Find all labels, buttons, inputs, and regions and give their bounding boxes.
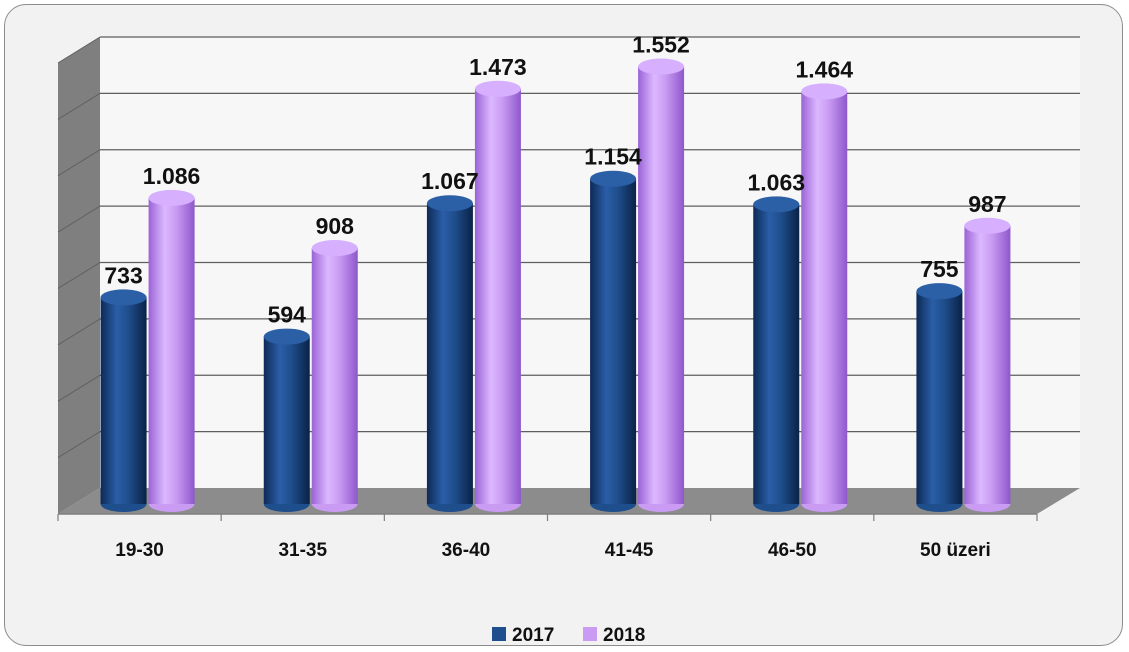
bar-top [148, 189, 195, 206]
bar-body [753, 204, 800, 504]
gridline-side [57, 205, 101, 233]
bar-2018-50 üzeri [964, 217, 1011, 512]
bar-2017-50 üzeri [916, 283, 963, 512]
bar-top [753, 196, 800, 213]
bar-body [311, 248, 358, 504]
category-label-5: 50 üzeri [920, 540, 991, 561]
bars [100, 58, 1011, 512]
legend: 2017 2018 [492, 625, 645, 646]
bar-top [964, 217, 1011, 234]
data-label-2018-46-50: 1.464 [795, 56, 853, 82]
data-label-2017-36-40: 1.067 [421, 168, 479, 194]
category-label-3: 41-45 [605, 540, 654, 561]
bar-top [474, 80, 521, 97]
bar-body [916, 291, 963, 504]
bar-body [964, 225, 1011, 504]
category-label-1: 31-35 [278, 540, 327, 561]
bar-top [426, 195, 473, 212]
bar-body [263, 336, 310, 504]
bar-top [590, 170, 637, 187]
legend-label-2017: 2017 [512, 625, 554, 646]
bar-top [263, 328, 310, 345]
category-label-0: 19-30 [115, 540, 164, 561]
bar-body [148, 197, 195, 505]
bar-2018-41-45 [638, 58, 685, 512]
gridline-side [57, 318, 101, 346]
data-label-2018-41-45: 1.552 [632, 32, 690, 58]
bar-2017-46-50 [753, 196, 800, 512]
gridline-side [57, 374, 101, 402]
data-label-2018-50 üzeri: 987 [968, 191, 1006, 217]
data-label-2018-31-35: 908 [316, 213, 355, 239]
bar-top [916, 283, 963, 300]
bar-body [801, 91, 848, 505]
data-label-2018-36-40: 1.473 [469, 54, 527, 80]
bar-2018-46-50 [801, 83, 848, 512]
gridline-side [57, 149, 101, 177]
bar-2018-36-40 [474, 80, 521, 512]
gridline-side [57, 431, 101, 459]
bar-body [100, 297, 147, 504]
bar-2017-19-30 [100, 289, 147, 512]
bar-2018-19-30 [148, 189, 195, 512]
data-label-2017-41-45: 1.154 [584, 144, 642, 170]
data-labels: 733 1.086 594 908 1.067 1.473 1.154 1.552 1.063 1… [104, 32, 1006, 328]
bar-2017-31-35 [263, 328, 310, 512]
bar-body [638, 66, 685, 504]
bar-body [474, 88, 521, 504]
data-label-2017-50 üzeri: 755 [920, 256, 959, 282]
bar-top [801, 83, 848, 100]
data-label-2017-31-35: 594 [268, 302, 307, 328]
bar-top [100, 289, 147, 306]
gridline-side [57, 262, 101, 289]
category-labels: 19-30 31-35 36-40 41-45 46-50 50 üzeri [115, 540, 991, 561]
bar-body [590, 178, 637, 504]
bar-top [638, 58, 685, 75]
x-axis-ticks [57, 514, 1038, 521]
legend-label-2018: 2018 [603, 625, 645, 646]
bar-2017-36-40 [426, 195, 473, 512]
bar-body [426, 203, 473, 504]
data-label-2017-46-50: 1.063 [747, 169, 805, 195]
gridline-side [57, 36, 101, 64]
bar-2017-41-45 [590, 170, 637, 512]
legend-swatch-2017 [492, 627, 506, 641]
data-label-2018-19-30: 1.086 [143, 163, 201, 189]
bar-2018-31-35 [311, 240, 358, 512]
category-label-4: 46-50 [768, 540, 817, 561]
bar-top [311, 240, 358, 257]
data-label-2017-19-30: 733 [104, 262, 142, 288]
legend-swatch-2018 [583, 627, 597, 641]
gridline-side [57, 92, 101, 120]
category-label-2: 36-40 [442, 540, 491, 561]
